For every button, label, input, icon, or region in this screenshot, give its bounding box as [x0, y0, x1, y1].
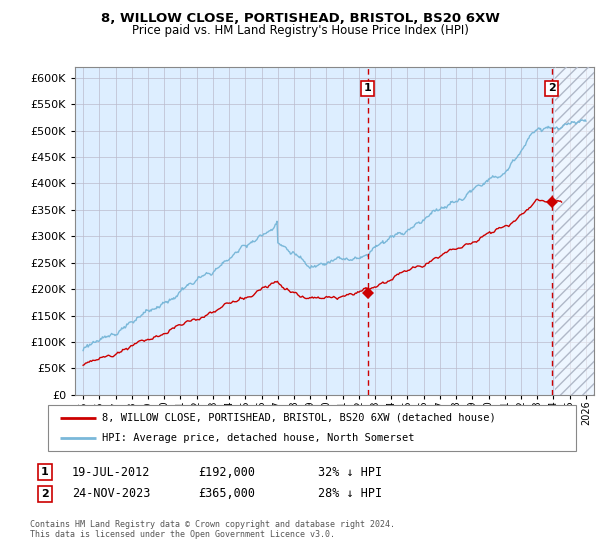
- Text: 2: 2: [548, 83, 556, 94]
- Text: Contains HM Land Registry data © Crown copyright and database right 2024.
This d: Contains HM Land Registry data © Crown c…: [30, 520, 395, 539]
- Bar: [555, 67, 594, 395]
- Text: 32% ↓ HPI: 32% ↓ HPI: [318, 465, 382, 479]
- Text: £192,000: £192,000: [198, 465, 255, 479]
- Text: 8, WILLOW CLOSE, PORTISHEAD, BRISTOL, BS20 6XW (detached house): 8, WILLOW CLOSE, PORTISHEAD, BRISTOL, BS…: [102, 413, 496, 423]
- Text: 8, WILLOW CLOSE, PORTISHEAD, BRISTOL, BS20 6XW: 8, WILLOW CLOSE, PORTISHEAD, BRISTOL, BS…: [101, 12, 499, 25]
- Bar: [555, 67, 594, 395]
- Text: 1: 1: [41, 467, 49, 477]
- Text: 19-JUL-2012: 19-JUL-2012: [72, 465, 151, 479]
- Text: HPI: Average price, detached house, North Somerset: HPI: Average price, detached house, Nort…: [102, 433, 415, 443]
- Text: 24-NOV-2023: 24-NOV-2023: [72, 487, 151, 501]
- Text: 28% ↓ HPI: 28% ↓ HPI: [318, 487, 382, 501]
- Text: 1: 1: [364, 83, 371, 94]
- Text: Price paid vs. HM Land Registry's House Price Index (HPI): Price paid vs. HM Land Registry's House …: [131, 24, 469, 36]
- Text: £365,000: £365,000: [198, 487, 255, 501]
- Text: 2: 2: [41, 489, 49, 499]
